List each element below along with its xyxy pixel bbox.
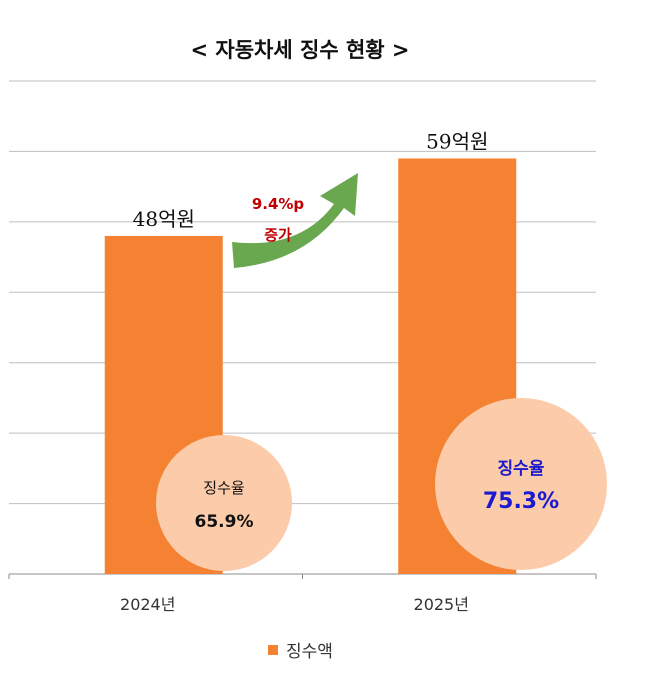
rate-label: 징수율 xyxy=(498,459,545,479)
legend: 징수액 xyxy=(268,637,333,662)
rate-label: 징수율 xyxy=(203,479,244,497)
value-label: 59억원 xyxy=(426,129,488,153)
value-label: 48억원 xyxy=(133,207,195,231)
annotation-label: 9.4%p xyxy=(252,195,305,213)
x-tick-label: 2025년 xyxy=(414,595,469,614)
annotation-label: 증가 xyxy=(264,226,292,244)
rate-value: 65.9% xyxy=(195,512,254,532)
rate-value: 75.3% xyxy=(483,489,559,514)
legend-swatch xyxy=(268,644,278,655)
rate-bubble xyxy=(435,398,607,570)
legend-label: 징수액 xyxy=(286,642,333,662)
x-tick-label: 2024년 xyxy=(120,595,175,614)
rate-bubble xyxy=(156,435,292,571)
increase-arrow-icon xyxy=(232,173,358,268)
chart-title: < 자동차세 징수 현황 > xyxy=(190,38,410,62)
